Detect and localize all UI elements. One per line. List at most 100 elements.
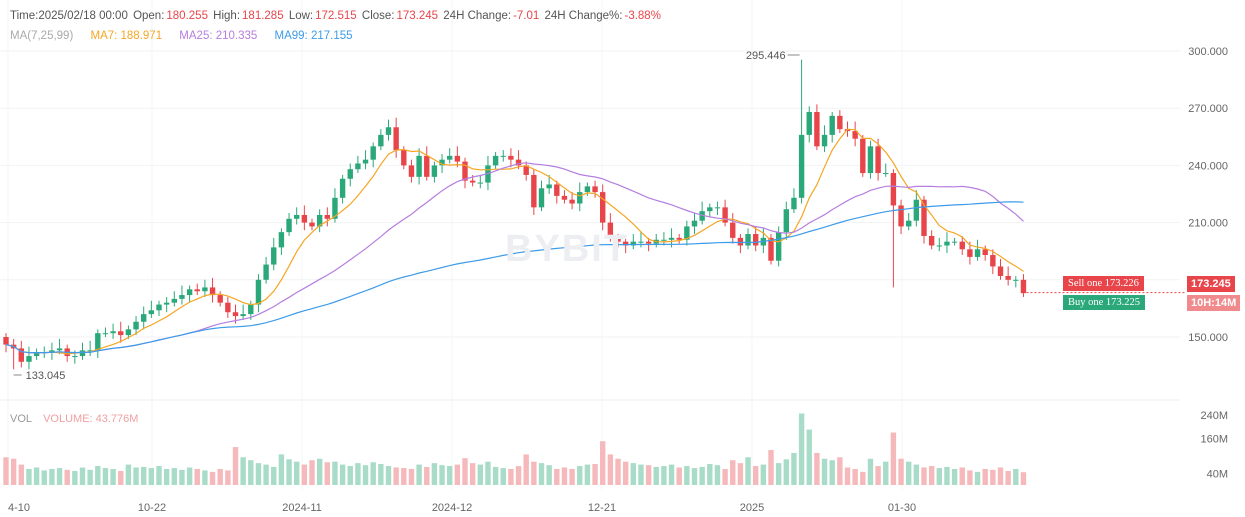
- volume-bar: [982, 468, 988, 485]
- candle-body: [699, 211, 705, 221]
- candle-body: [462, 161, 468, 181]
- volume-bar: [347, 466, 353, 485]
- close-label: Close:: [361, 10, 395, 22]
- candle-body: [898, 205, 904, 227]
- candle-body: [148, 310, 155, 315]
- candle-body: [546, 184, 552, 189]
- candle-body: [798, 134, 805, 198]
- change-value: -7.01: [513, 10, 540, 22]
- volume-bar: [217, 468, 223, 485]
- volume-bar: [1020, 472, 1027, 485]
- volume-bar: [913, 464, 920, 485]
- volume-bar: [638, 464, 644, 485]
- candle-body: [867, 146, 874, 174]
- volume-bar: [997, 467, 1004, 485]
- candle-body: [171, 298, 177, 303]
- candle-body: [722, 207, 728, 223]
- candle-body: [87, 350, 93, 352]
- candle-body: [852, 131, 858, 139]
- candle-body: [439, 159, 445, 166]
- candle-body: [309, 222, 315, 227]
- vol-label: VOL: [10, 413, 33, 425]
- high-marker-label: 295.446: [746, 50, 786, 62]
- candle-body: [814, 112, 820, 147]
- candle-body: [607, 222, 614, 238]
- volume-bar: [653, 466, 659, 485]
- volume-bar: [515, 466, 522, 485]
- candle-body: [469, 180, 476, 183]
- volume-bar: [944, 466, 950, 485]
- candle-body: [316, 214, 323, 227]
- high-label: High:: [213, 10, 241, 22]
- low-value: 172.515: [315, 10, 357, 22]
- candle-body: [592, 186, 598, 193]
- volume-bar: [41, 470, 47, 485]
- candle-body: [837, 115, 843, 130]
- volume-bar: [163, 468, 170, 485]
- last-price-tag: 173.245: [1187, 276, 1235, 292]
- open-label: Open:: [133, 10, 165, 22]
- candle-body: [622, 241, 629, 246]
- x-tick-label: 2024-11: [282, 502, 322, 514]
- volume-bar: [531, 461, 537, 485]
- candle-body: [554, 184, 560, 196]
- candle-body: [645, 241, 652, 244]
- candle-body: [56, 348, 63, 351]
- volume-bar: [661, 466, 667, 485]
- candle-body: [125, 329, 132, 336]
- candle-body: [508, 155, 514, 160]
- candle-body: [217, 295, 223, 303]
- volume-bar: [56, 468, 63, 485]
- volume-bar: [454, 464, 461, 485]
- volume-bar: [699, 466, 705, 485]
- candle-body: [707, 207, 713, 212]
- candle-body: [408, 165, 415, 177]
- volume-bar: [72, 471, 78, 485]
- volume-bar: [867, 458, 874, 485]
- candle-body: [186, 289, 193, 296]
- candle-body: [821, 134, 828, 147]
- candle-body: [72, 356, 78, 358]
- volume-bar: [194, 468, 200, 485]
- volume-bar: [225, 470, 231, 485]
- volume-bar: [431, 463, 438, 485]
- vol-value: VOLUME: 43.776M: [43, 413, 139, 425]
- candle-body: [209, 287, 216, 296]
- volume-bar: [95, 466, 101, 485]
- volume-bar: [33, 467, 40, 485]
- candle-body: [569, 199, 575, 204]
- candle-body: [714, 207, 721, 209]
- candle-body: [967, 249, 973, 257]
- candle-body: [102, 333, 109, 335]
- volume-bar: [118, 471, 124, 485]
- ohlc-info-bar: Time:2025/02/18 00:00 Open: 180.255 High:…: [10, 10, 663, 22]
- volume-bar: [156, 466, 162, 485]
- candle-body: [378, 134, 384, 147]
- volume-bar: [898, 458, 904, 485]
- ma99-line: [5, 201, 1024, 354]
- volume-bar: [125, 464, 132, 485]
- candle-body: [133, 321, 139, 330]
- candle-body: [730, 222, 736, 238]
- candle-body: [775, 232, 782, 261]
- volume-bar: [179, 469, 185, 485]
- candle-body: [110, 331, 116, 334]
- candle-body: [355, 163, 361, 170]
- volume-bar: [462, 458, 468, 485]
- candle-body: [492, 155, 499, 166]
- volume-bar: [278, 454, 285, 485]
- volume-bar: [753, 466, 759, 485]
- volume-bar: [967, 470, 973, 485]
- volume-bar: [370, 462, 376, 485]
- candle-body: [286, 218, 292, 233]
- volume-tick-label: 40M: [1207, 468, 1228, 480]
- y-tick-label: 270.000: [1188, 103, 1228, 115]
- candle-body: [33, 352, 40, 357]
- candle-body: [806, 112, 812, 135]
- volume-tick-label: 240M: [1200, 410, 1228, 422]
- volume-bar: [294, 461, 300, 485]
- volume-legend: VOL VOLUME: 43.776M: [10, 413, 146, 425]
- volume-bar: [408, 468, 415, 485]
- candle-body: [990, 255, 996, 267]
